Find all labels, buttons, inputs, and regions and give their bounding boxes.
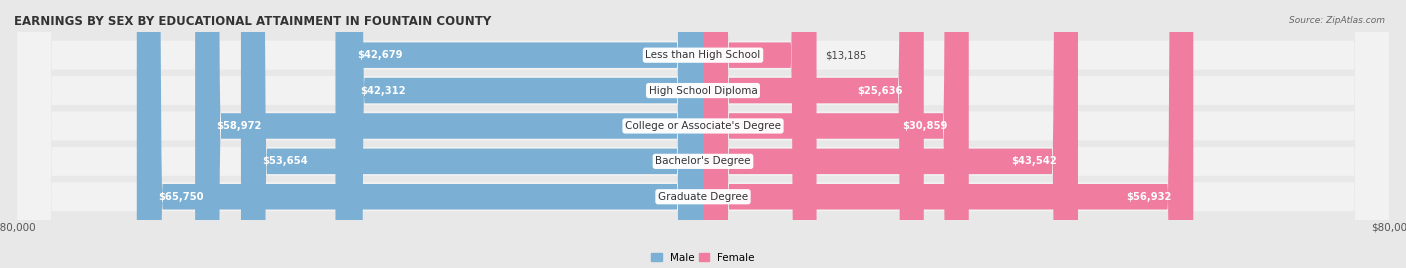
Text: $13,185: $13,185	[825, 50, 866, 60]
FancyBboxPatch shape	[17, 0, 1389, 268]
Text: Graduate Degree: Graduate Degree	[658, 192, 748, 202]
Text: $56,932: $56,932	[1126, 192, 1171, 202]
Text: $42,679: $42,679	[357, 50, 402, 60]
FancyBboxPatch shape	[703, 0, 817, 268]
FancyBboxPatch shape	[17, 0, 1389, 268]
FancyBboxPatch shape	[17, 0, 1389, 268]
FancyBboxPatch shape	[195, 0, 703, 268]
Legend: Male, Female: Male, Female	[647, 249, 759, 267]
Text: $42,312: $42,312	[360, 85, 406, 96]
Text: Source: ZipAtlas.com: Source: ZipAtlas.com	[1289, 16, 1385, 25]
Text: $65,750: $65,750	[159, 192, 204, 202]
Text: EARNINGS BY SEX BY EDUCATIONAL ATTAINMENT IN FOUNTAIN COUNTY: EARNINGS BY SEX BY EDUCATIONAL ATTAINMEN…	[14, 15, 491, 28]
Text: Bachelor's Degree: Bachelor's Degree	[655, 156, 751, 166]
Text: College or Associate's Degree: College or Associate's Degree	[626, 121, 780, 131]
FancyBboxPatch shape	[703, 0, 1078, 268]
FancyBboxPatch shape	[703, 0, 1194, 268]
Text: High School Diploma: High School Diploma	[648, 85, 758, 96]
Text: $25,636: $25,636	[856, 85, 903, 96]
Text: $30,859: $30,859	[901, 121, 948, 131]
FancyBboxPatch shape	[136, 0, 703, 268]
FancyBboxPatch shape	[240, 0, 703, 268]
FancyBboxPatch shape	[703, 0, 924, 268]
Text: $43,542: $43,542	[1011, 156, 1056, 166]
Text: Less than High School: Less than High School	[645, 50, 761, 60]
FancyBboxPatch shape	[339, 0, 703, 268]
FancyBboxPatch shape	[17, 0, 1389, 268]
FancyBboxPatch shape	[703, 0, 969, 268]
FancyBboxPatch shape	[17, 0, 1389, 268]
FancyBboxPatch shape	[336, 0, 703, 268]
Text: $53,654: $53,654	[263, 156, 308, 166]
Text: $58,972: $58,972	[217, 121, 262, 131]
